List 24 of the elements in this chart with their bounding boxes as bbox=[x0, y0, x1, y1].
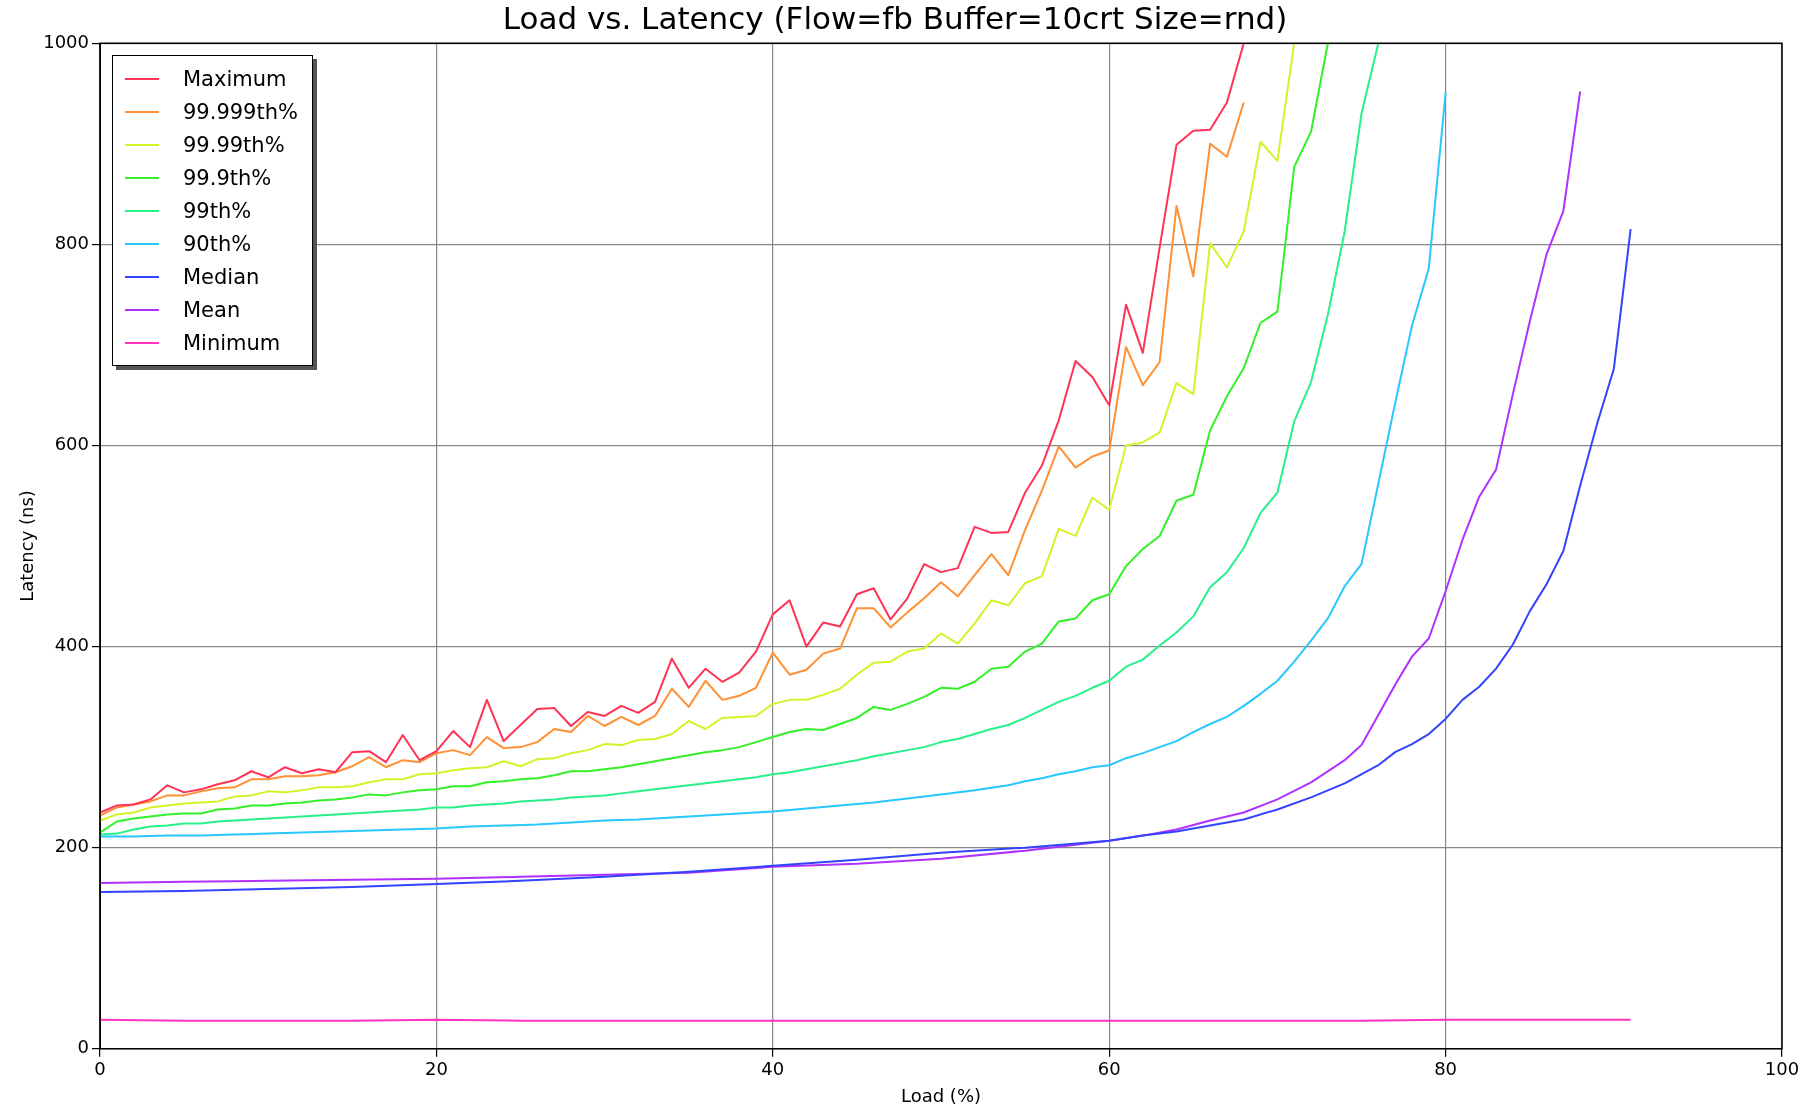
legend-label: Maximum bbox=[183, 66, 287, 91]
chart-title: Load vs. Latency (Flow=fb Buffer=10crt Size=rnd) bbox=[502, 0, 1288, 36]
x-tick-label: 20 bbox=[424, 1058, 448, 1080]
legend-label: Minimum bbox=[183, 330, 281, 355]
y-tick-label: 800 bbox=[54, 231, 89, 253]
x-tick-label: 40 bbox=[761, 1058, 785, 1080]
legend-label: 99.9th% bbox=[183, 165, 272, 190]
legend-label: 99th% bbox=[183, 198, 252, 223]
y-tick-label: 600 bbox=[54, 433, 89, 455]
x-tick-label: 100 bbox=[1764, 1058, 1800, 1080]
y-tick-label: 1000 bbox=[43, 30, 89, 52]
legend-label: 99.99th% bbox=[183, 132, 285, 157]
legend-label: 90th% bbox=[183, 231, 252, 256]
legend-label: 99.999th% bbox=[183, 99, 298, 124]
x-tick-label: 60 bbox=[1097, 1058, 1121, 1080]
y-tick-label: 200 bbox=[54, 835, 89, 857]
legend-label: Mean bbox=[183, 297, 241, 322]
x-tick-label: 80 bbox=[1434, 1058, 1458, 1080]
y-axis-title: Latency (ns) bbox=[16, 490, 38, 602]
x-axis-title: Load (%) bbox=[900, 1084, 982, 1106]
legend-label: Median bbox=[183, 264, 260, 289]
y-tick-label: 400 bbox=[54, 634, 89, 656]
y-tick-label: 0 bbox=[77, 1036, 89, 1058]
x-tick-label: 0 bbox=[94, 1058, 106, 1080]
